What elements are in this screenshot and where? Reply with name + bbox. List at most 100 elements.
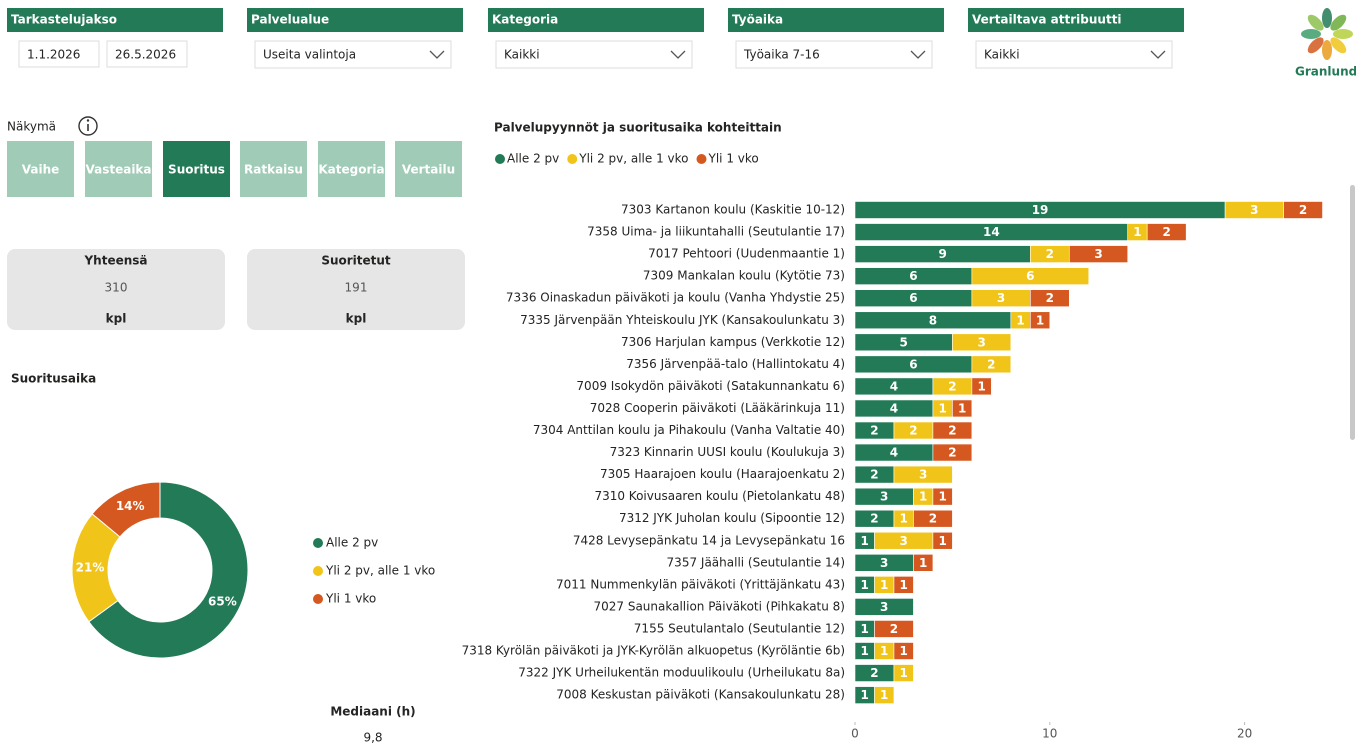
bar-label: 1 [900, 666, 908, 680]
dropdown-value: Kaikki [504, 48, 540, 62]
bar-segment [932, 531, 953, 550]
dropdown-value: Kaikki [984, 48, 1020, 62]
category-label: 7028 Cooperin päiväkoti (Lääkärinkuja 11… [590, 401, 845, 415]
bar-label: 1 [900, 644, 908, 658]
bar-label: 1 [958, 401, 966, 415]
dropdown[interactable] [495, 40, 693, 69]
bar-label: 1 [977, 379, 985, 393]
bar-label: 3 [1250, 203, 1258, 217]
view-button[interactable] [163, 141, 230, 197]
category-label: 7358 Uima- ja liikuntahalli (Seutulantie… [587, 225, 845, 239]
category-label: 7309 Mankalan koulu (Kytötie 73) [643, 269, 845, 283]
filter-header [7, 8, 223, 32]
category-label: 7008 Keskustan päiväkoti (Kansakoulunkat… [556, 688, 845, 702]
category-label: 7312 JYK Juholan koulu (Sipoontie 12) [619, 511, 845, 525]
view-label: Näkymä [7, 120, 56, 134]
bar-label: 6 [909, 291, 917, 305]
bar-label: 1 [1016, 313, 1024, 327]
legend-label: Yli 1 vko [708, 152, 759, 166]
view-button[interactable] [85, 141, 152, 197]
filter-header [968, 8, 1184, 32]
bar-label: 2 [870, 468, 878, 482]
legend-swatch [313, 538, 323, 548]
legend-label: Yli 1 vko [325, 592, 376, 606]
bar-label: 14 [983, 225, 1000, 239]
bar-label: 1 [900, 512, 908, 526]
kpi-label: Suoritetut [321, 254, 391, 268]
bar-label: 1 [861, 644, 869, 658]
view-button[interactable] [395, 141, 462, 197]
category-label: 7027 Saunakallion Päiväkoti (Pihkakatu 8… [593, 599, 845, 613]
bar-label: 1 [938, 490, 946, 504]
bar-label: 6 [1026, 269, 1034, 283]
bar-segment [893, 576, 914, 594]
view-button-label: Ratkaisu [244, 163, 303, 177]
bar-label: 2 [1046, 247, 1054, 261]
bar-segment [971, 267, 1090, 285]
legend-label: Yli 2 pv, alle 1 vko [578, 152, 688, 166]
bar-label: 2 [948, 379, 956, 393]
logo-petal [1301, 29, 1321, 39]
info-icon [78, 116, 98, 136]
bar-label: 3 [880, 600, 888, 614]
bar-label: 1 [938, 401, 946, 415]
bar-label: 2 [870, 424, 878, 438]
bar-label: 6 [909, 269, 917, 283]
logo-petal [1307, 14, 1324, 31]
view-button-label: Vertailu [402, 163, 455, 177]
bar-label: 3 [880, 556, 888, 570]
bar-label: 4 [890, 401, 898, 415]
kpi-card [7, 249, 225, 330]
bar-segment [932, 443, 973, 462]
bar-segment [1283, 201, 1323, 219]
bar-segment [893, 465, 953, 484]
view-button[interactable] [7, 141, 74, 197]
category-label: 7428 Levysepänkatu 14 ja Levysepänkatu 1… [573, 533, 845, 547]
slice-label: 14% [116, 499, 145, 513]
dropdown[interactable] [975, 40, 1173, 69]
bar-label: 2 [870, 666, 878, 680]
scrollbar[interactable] [1350, 185, 1355, 440]
bar-label: 2 [1046, 291, 1054, 305]
slice-label: 21% [76, 560, 105, 574]
bar-label: 1 [861, 688, 869, 702]
bar-segment [1146, 223, 1187, 241]
bar-label: 3 [919, 468, 927, 482]
bar-label: 3 [880, 490, 888, 504]
category-label: 7310 Koivusaaren koulu (Pietolankatu 48) [594, 489, 845, 503]
bar-label: 5 [900, 335, 908, 349]
view-button-label: Suoritus [168, 163, 225, 177]
logo-petal [1333, 29, 1353, 39]
kpi-unit: kpl [346, 312, 367, 326]
bar-label: 1 [900, 578, 908, 592]
view-button[interactable] [240, 141, 307, 197]
kpi-label: Yhteensä [83, 254, 147, 268]
bar-segment [971, 377, 992, 396]
date-input[interactable] [106, 40, 188, 68]
bar-label: 1 [861, 622, 869, 636]
bar-label: 1 [1133, 225, 1141, 239]
x-tick-label: 0 [851, 727, 859, 741]
chart-title: Suoritusaika [11, 372, 96, 386]
dropdown[interactable] [735, 40, 933, 69]
logo-text: Granlund [1295, 65, 1356, 79]
filter-header [488, 8, 704, 32]
bar-label: 1 [1036, 313, 1044, 327]
bar-label: 19 [1032, 203, 1049, 217]
category-label: 7336 Oinaskadun päiväkoti ja koulu (Vanh… [506, 291, 845, 305]
slice-label: 65% [208, 594, 237, 608]
bar-segment [1068, 245, 1129, 263]
legend-swatch [495, 154, 505, 164]
dropdown[interactable] [254, 40, 452, 69]
bar-label: 6 [909, 357, 917, 371]
bar-label: 1 [919, 490, 927, 504]
category-label: 7017 Pehtoori (Uudenmaantie 1) [648, 247, 845, 261]
view-button[interactable] [318, 141, 385, 197]
date-value: 1.1.2026 [27, 48, 80, 62]
bar-label: 2 [870, 512, 878, 526]
filter-header [247, 8, 463, 32]
bar-label: 2 [948, 424, 956, 438]
date-input[interactable] [18, 40, 100, 68]
legend-label: Yli 2 pv, alle 1 vko [325, 564, 435, 578]
